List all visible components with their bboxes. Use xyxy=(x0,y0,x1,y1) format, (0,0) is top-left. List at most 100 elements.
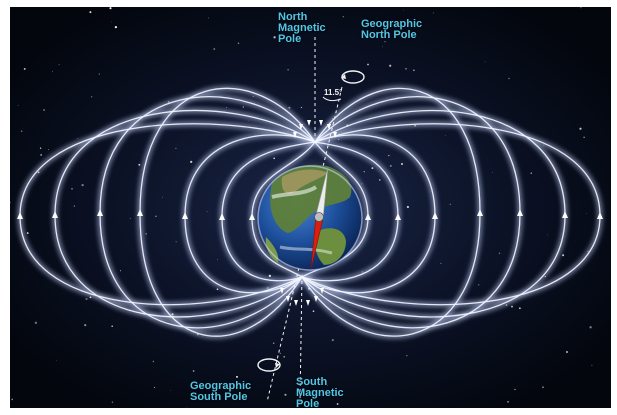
south-magnetic-pole-label: South Magnetic Pole xyxy=(296,377,344,409)
star xyxy=(288,106,291,109)
field-arrow xyxy=(97,209,103,216)
field-arrow xyxy=(333,132,337,138)
magnetic-field-diagram xyxy=(10,7,611,408)
star xyxy=(406,205,410,209)
star xyxy=(109,7,112,10)
star xyxy=(583,136,585,138)
star xyxy=(519,307,521,310)
star xyxy=(192,370,195,372)
field-arrow xyxy=(52,211,58,218)
label-line: Pole xyxy=(296,398,320,409)
star xyxy=(478,284,480,286)
star xyxy=(216,288,219,291)
field-arrow xyxy=(137,209,143,216)
diagram-frame: North Magnetic Pole Geographic North Pol… xyxy=(10,7,611,408)
star xyxy=(562,254,565,257)
star xyxy=(155,215,157,218)
field-arrow xyxy=(280,288,284,294)
star xyxy=(591,364,593,366)
star xyxy=(405,67,407,70)
star xyxy=(73,205,76,207)
star xyxy=(508,77,510,80)
field-arrow xyxy=(597,212,603,219)
star xyxy=(272,342,275,344)
star xyxy=(11,398,14,401)
field-arrow xyxy=(299,124,303,130)
star xyxy=(367,63,369,66)
label-line: North Pole xyxy=(361,29,417,41)
star xyxy=(213,48,216,50)
star xyxy=(43,109,45,111)
star xyxy=(90,96,93,98)
star xyxy=(23,67,26,70)
star xyxy=(39,147,42,149)
star xyxy=(138,163,141,166)
field-arrow xyxy=(293,132,297,138)
star xyxy=(40,154,42,156)
star xyxy=(449,203,451,205)
star xyxy=(268,274,272,278)
star xyxy=(514,388,516,391)
star xyxy=(579,127,582,130)
star xyxy=(10,201,11,204)
star xyxy=(300,106,303,109)
star xyxy=(217,259,218,261)
label-line: Geographic xyxy=(361,18,423,30)
star xyxy=(47,149,50,151)
field-arrow xyxy=(327,124,331,130)
star xyxy=(175,147,177,149)
label-line: Magnetic xyxy=(278,22,326,34)
tilt-angle-label: 11.5° xyxy=(324,88,343,97)
geographic-north-pole-label: Geographic North Pole xyxy=(361,19,422,41)
earth-globe-icon xyxy=(257,164,363,271)
star xyxy=(306,27,308,29)
star xyxy=(111,325,114,328)
star xyxy=(284,393,287,396)
star xyxy=(153,386,156,388)
geographic-south-pole-label: Geographic South Pole xyxy=(190,381,251,403)
star xyxy=(389,164,392,167)
star xyxy=(71,187,73,190)
star xyxy=(287,69,289,71)
star xyxy=(114,25,118,29)
star xyxy=(169,390,171,391)
star xyxy=(338,139,340,140)
field-arrow xyxy=(320,288,324,294)
field-arrow xyxy=(286,296,290,302)
star xyxy=(342,16,344,18)
star xyxy=(145,232,148,235)
star xyxy=(406,355,408,357)
star xyxy=(175,241,177,243)
tilt-angle-arc xyxy=(322,96,342,102)
star xyxy=(52,71,53,73)
star xyxy=(388,155,390,157)
star xyxy=(225,106,228,109)
star xyxy=(98,73,100,75)
star xyxy=(530,172,532,174)
star xyxy=(327,384,328,386)
label-line: South Pole xyxy=(190,391,248,403)
star xyxy=(404,36,406,39)
field-arrow xyxy=(319,120,323,126)
star xyxy=(17,104,19,106)
rotation-arrow-icon xyxy=(257,358,281,372)
star xyxy=(283,355,286,358)
label-line: Magnetic xyxy=(296,387,344,399)
star xyxy=(85,298,88,301)
star xyxy=(511,305,513,308)
field-arrow xyxy=(294,300,298,306)
label-line: Geographic xyxy=(190,380,252,392)
star xyxy=(248,120,250,122)
field-arrow xyxy=(517,209,523,216)
star xyxy=(58,64,60,66)
field-arrow xyxy=(477,209,483,216)
star xyxy=(507,400,510,403)
star xyxy=(273,36,276,39)
star xyxy=(56,359,57,361)
field-arrow xyxy=(432,212,438,219)
star xyxy=(402,9,404,11)
star xyxy=(20,130,23,133)
star xyxy=(111,21,112,23)
star xyxy=(252,95,254,98)
star xyxy=(566,351,568,353)
